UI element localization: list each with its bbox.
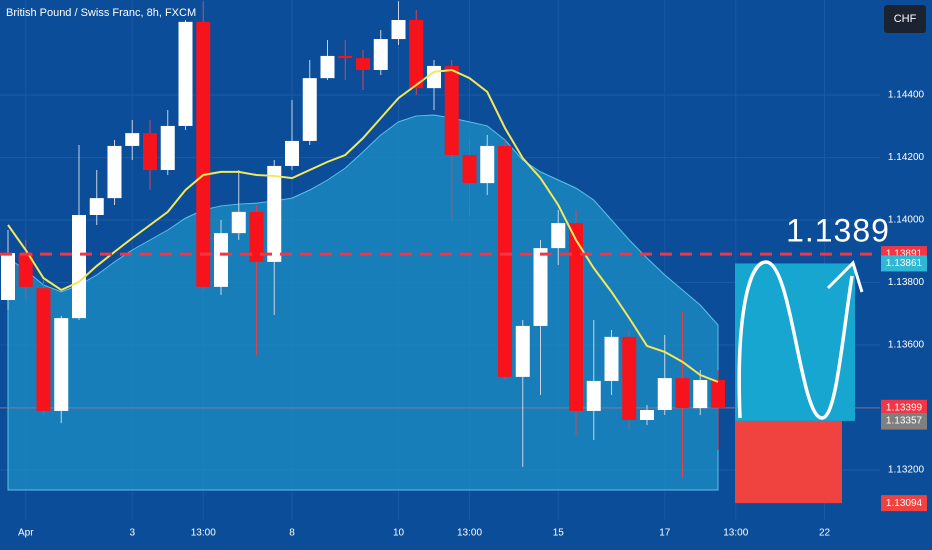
candle-body (125, 133, 140, 146)
x-tick-label: 22 (819, 528, 831, 539)
y-tick-label: 1.14400 (888, 90, 925, 101)
candle-body (36, 288, 51, 411)
candle-body (391, 20, 406, 40)
candle-body (356, 58, 370, 70)
candle-body (622, 336, 637, 420)
candle-body (498, 145, 512, 377)
candle-body (569, 223, 583, 411)
candle-body (54, 318, 69, 411)
candle-body (515, 325, 530, 377)
candle-body (231, 211, 246, 234)
candle-body (18, 253, 33, 287)
x-tick-label: 3 (129, 528, 135, 539)
x-tick-label: 8 (289, 528, 295, 539)
candle-body (462, 155, 477, 184)
candle-body (480, 145, 495, 184)
candle-body (444, 65, 459, 155)
x-tick-label: 13:00 (457, 528, 482, 539)
candle-body (178, 21, 193, 126)
candle-body (693, 380, 708, 409)
y-tick-label: 1.13200 (888, 465, 925, 476)
x-tick-label: 17 (659, 528, 671, 539)
candle-body (196, 21, 211, 287)
y-tick-label: 1.13800 (888, 277, 925, 288)
candle-body (409, 20, 424, 89)
candle-body (143, 133, 157, 170)
candle-body (214, 233, 228, 287)
candle-body (427, 65, 441, 89)
y-tick-label: 1.14200 (888, 152, 925, 163)
last-price-label: 1.13399 (886, 402, 923, 413)
symbol-title: British Pound / Swiss Franc, 8h, FXCM (6, 7, 196, 19)
projection-arrow (826, 260, 864, 293)
target-price-label: 1.13891 (886, 249, 923, 260)
cloud-area (7, 114, 719, 491)
target-label: 1.1389 (786, 213, 890, 249)
candle-body (285, 140, 299, 166)
candle-body (302, 78, 317, 141)
loss-zone (735, 420, 842, 504)
projection-curve (737, 260, 854, 420)
x-tick-label: 10 (393, 528, 405, 539)
candle-body (320, 55, 335, 79)
stop-price-label: 1.13094 (886, 498, 923, 509)
y-tick-label: 1.13600 (888, 340, 925, 351)
take-profit-label-box (881, 255, 927, 272)
take-profit-label: 1.13861 (886, 258, 923, 269)
candle-body (551, 223, 566, 249)
candle-body (640, 410, 654, 420)
y-tick-label: 1.14000 (888, 215, 925, 226)
candle-body (89, 198, 104, 215)
entry-price-label-box (881, 412, 927, 429)
x-tick-label: 13:00 (191, 528, 216, 539)
candle-body (604, 336, 619, 381)
candle-body (267, 165, 282, 262)
candle-body (533, 248, 548, 326)
x-tick-label: 15 (553, 528, 565, 539)
candle-body (373, 39, 388, 70)
candle-body (711, 380, 725, 408)
candle-body (107, 145, 122, 199)
candle-body (586, 380, 601, 411)
candle-body (675, 378, 690, 409)
currency-button-label[interactable]: CHF (894, 13, 917, 25)
currency-button[interactable] (884, 5, 926, 33)
candle-body (249, 211, 264, 262)
candle-body (72, 215, 86, 319)
plot-layer: 1.14400 1.14200 1.14000 1.13800 1.13600 1.132… (0, 0, 925, 539)
x-tick-label: 13:00 (723, 528, 748, 539)
candle-body (1, 253, 15, 300)
candle-body (338, 55, 353, 59)
moving-average (7, 68, 719, 383)
entry-price-label: 1.13357 (886, 416, 923, 427)
x-tick-label: Apr (18, 528, 34, 539)
candle-body (657, 378, 672, 410)
candle-body (160, 125, 175, 170)
stop-price-label-box (881, 495, 927, 512)
